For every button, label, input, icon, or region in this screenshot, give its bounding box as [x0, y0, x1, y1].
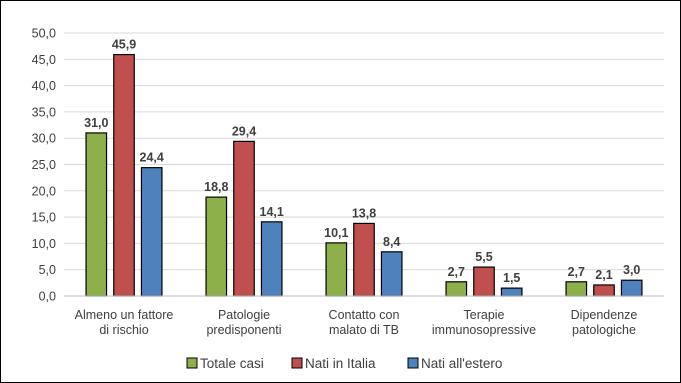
- y-tick-label: 15,0: [32, 211, 56, 225]
- data-label: 2,1: [595, 268, 612, 282]
- data-label: 5,5: [475, 250, 492, 264]
- data-label: 14,1: [260, 205, 284, 219]
- gridlines: [64, 32, 664, 297]
- y-tick-label: 30,0: [32, 132, 56, 146]
- legend: Totale casi Nati in Italia Nati all'estero: [186, 356, 502, 371]
- bar: [325, 242, 348, 297]
- data-label: 2,7: [448, 265, 465, 279]
- y-tick-label: 5,0: [39, 263, 56, 277]
- y-tick-label: 40,0: [32, 79, 56, 93]
- data-label: 2,7: [568, 265, 585, 279]
- data-labels: 31,0 45,9 24,4 18,8 29,4 14,1 10,1 13,8 8,4 2,7 5,…: [84, 38, 640, 286]
- x-category-label: predisponenti: [206, 323, 281, 337]
- y-tick-label: 0,0: [39, 290, 56, 304]
- data-label: 45,9: [112, 38, 136, 52]
- bars: [85, 53, 643, 297]
- bar: [565, 281, 588, 297]
- bar: [353, 222, 375, 297]
- bar: [500, 287, 523, 297]
- y-tick-label: 35,0: [32, 105, 56, 119]
- x-category-label: Patologie: [218, 308, 270, 322]
- data-label: 1,5: [503, 271, 520, 285]
- y-tick-label: 45,0: [32, 53, 56, 67]
- bar: [85, 132, 108, 297]
- bar: [140, 167, 163, 297]
- bar: [113, 53, 135, 297]
- y-axis: 0,0 5,0 10,0 15,0 20,0 25,0 30,0 35,0 40,0 45,0 50…: [32, 27, 56, 304]
- x-category-label: Dipendenze: [571, 308, 638, 322]
- x-category-label: Terapie: [464, 308, 505, 322]
- data-label: 29,4: [232, 124, 256, 138]
- bar: [260, 221, 283, 297]
- legend-label: Nati in Italia: [305, 356, 376, 371]
- legend-swatch: [291, 357, 303, 369]
- bar: [380, 251, 403, 297]
- legend-label: Nati all'estero: [421, 356, 502, 371]
- data-label: 18,8: [204, 180, 228, 194]
- data-label: 8,4: [383, 235, 400, 249]
- data-label: 10,1: [324, 226, 348, 240]
- data-label: 24,4: [140, 151, 164, 165]
- data-label: 31,0: [84, 116, 108, 130]
- y-tick-label: 25,0: [32, 158, 56, 172]
- bar: [205, 196, 228, 297]
- bar: [445, 281, 468, 297]
- bar: [233, 140, 255, 297]
- legend-swatch: [186, 357, 198, 369]
- legend-label: Totale casi: [200, 356, 264, 371]
- bar: [473, 266, 495, 297]
- y-tick-label: 50,0: [32, 27, 56, 41]
- x-category-label: patologiche: [572, 323, 636, 337]
- x-category-label: Almeno un fattore: [75, 308, 174, 322]
- bar: [620, 279, 643, 297]
- x-category-label: di rischio: [99, 323, 148, 337]
- x-category-label: Contatto con: [329, 308, 400, 322]
- x-category-label: immunosopressive: [432, 323, 536, 337]
- y-tick-label: 10,0: [32, 237, 56, 251]
- legend-swatch: [407, 357, 419, 369]
- x-category-label: malato di TB: [329, 323, 399, 337]
- data-label: 13,8: [352, 206, 376, 220]
- y-tick-label: 20,0: [32, 184, 56, 198]
- bar: [593, 284, 615, 297]
- data-label: 3,0: [623, 263, 640, 277]
